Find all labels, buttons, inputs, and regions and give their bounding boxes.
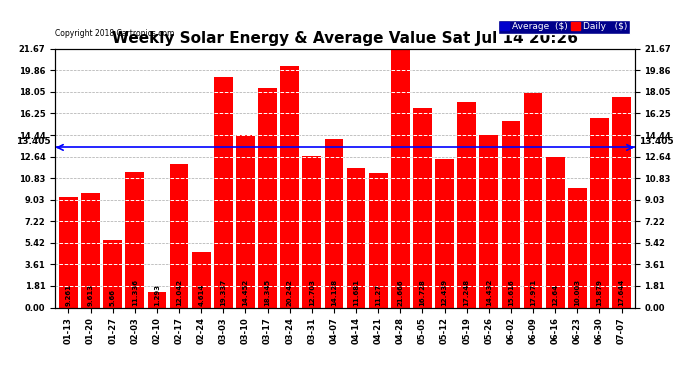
Bar [502, 121, 520, 308]
Bar [81, 193, 100, 308]
Bar [457, 102, 476, 308]
Text: 5.66: 5.66 [110, 289, 116, 306]
Text: 11.681: 11.681 [353, 279, 359, 306]
Text: 1.293: 1.293 [154, 284, 160, 306]
Text: 17.248: 17.248 [464, 279, 470, 306]
Bar [192, 252, 210, 308]
Text: 12.439: 12.439 [442, 279, 448, 306]
Text: Copyright 2018 Cartronics.com: Copyright 2018 Cartronics.com [55, 29, 175, 38]
Text: 14.452: 14.452 [242, 279, 248, 306]
Bar [302, 156, 322, 308]
Text: 21.666: 21.666 [397, 279, 404, 306]
Text: 12.042: 12.042 [176, 279, 182, 306]
Bar [346, 168, 366, 308]
Bar [524, 93, 542, 308]
Text: 4.614: 4.614 [198, 284, 204, 306]
Bar [170, 164, 188, 308]
Text: 11.27: 11.27 [375, 284, 381, 306]
Text: 17.971: 17.971 [530, 279, 536, 306]
Bar [413, 108, 432, 307]
Bar [568, 188, 586, 308]
Text: 9.261: 9.261 [66, 284, 72, 306]
Text: 12.64: 12.64 [552, 284, 558, 306]
Bar [258, 88, 277, 308]
Legend: Average  ($), Daily   ($): Average ($), Daily ($) [497, 20, 630, 34]
Bar [59, 197, 78, 308]
Bar [214, 76, 233, 308]
Bar [590, 118, 609, 308]
Text: 16.728: 16.728 [420, 279, 426, 306]
Bar [435, 159, 454, 308]
Bar [236, 135, 255, 308]
Text: 19.337: 19.337 [220, 279, 226, 306]
Bar [126, 172, 144, 308]
Text: 12.703: 12.703 [309, 279, 315, 306]
Bar [612, 97, 631, 308]
Title: Weekly Solar Energy & Average Value Sat Jul 14 20:26: Weekly Solar Energy & Average Value Sat … [112, 31, 578, 46]
Text: 15.879: 15.879 [596, 279, 602, 306]
Bar [104, 240, 122, 308]
Bar [280, 66, 299, 308]
Text: 17.644: 17.644 [618, 279, 624, 306]
Text: 18.345: 18.345 [264, 279, 270, 306]
Text: 13.405: 13.405 [639, 136, 674, 146]
Text: 13.405: 13.405 [16, 136, 51, 146]
Bar [324, 139, 344, 308]
Bar [148, 292, 166, 308]
Text: 14.432: 14.432 [486, 279, 492, 306]
Bar [546, 157, 564, 308]
Text: 9.613: 9.613 [88, 284, 94, 306]
Bar [368, 173, 388, 308]
Bar [480, 135, 498, 308]
Bar [391, 49, 410, 308]
Text: 20.242: 20.242 [286, 279, 293, 306]
Text: 10.003: 10.003 [574, 279, 580, 306]
Text: 11.336: 11.336 [132, 279, 138, 306]
Text: 14.128: 14.128 [331, 279, 337, 306]
Text: 15.616: 15.616 [508, 279, 514, 306]
